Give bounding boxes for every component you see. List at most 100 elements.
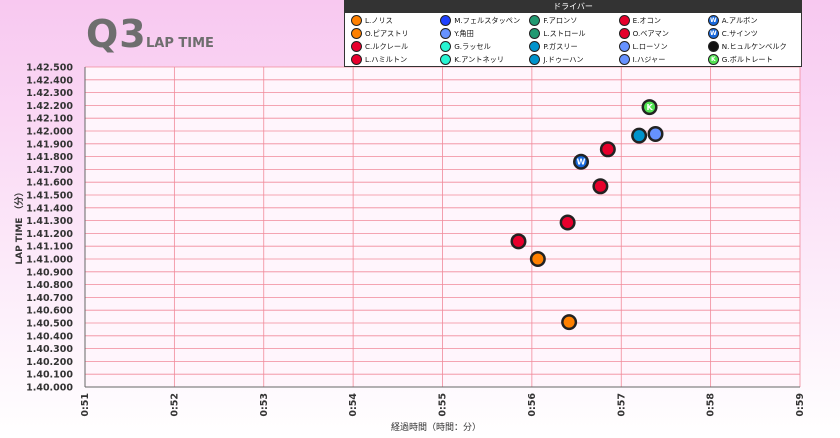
data-point-marker [594, 180, 606, 192]
legend-item: N.ヒュルケンベルク [707, 40, 797, 53]
data-point-marker [532, 253, 544, 265]
data-point: K [641, 99, 658, 116]
driver-badge-icon: K [707, 54, 719, 65]
y-tick-labels: 1.40.000 1.40.100 1.40.200 1.40.300 1.40.400… [26, 63, 73, 394]
legend-item: P.ガスリー [529, 40, 618, 53]
y-axis-label: LAP TIME （分） [13, 187, 25, 264]
data-point-marker [575, 156, 587, 168]
driver-badge-icon [618, 15, 630, 26]
data-point: W [573, 153, 590, 170]
legend-item: W C.サインツ [707, 27, 797, 40]
legend-item: E.オコン [618, 14, 708, 27]
driver-badge-icon [529, 54, 541, 65]
driver-badge-icon [351, 54, 362, 65]
x-tick-label: 0:53 [259, 393, 270, 417]
data-point [510, 233, 527, 250]
legend-item-label: K.アントネッリ [454, 54, 505, 64]
y-tick-label: 1.41.700 [26, 165, 73, 176]
driver-legend: ドライバー L.ノリス M.フェルスタッペン F.アロンソ E.オコン W A.アルボン O… [344, 0, 802, 67]
x-tick-label: 0:58 [706, 393, 717, 417]
legend-item: W A.アルボン [707, 14, 797, 27]
legend-item: L.ストロール [529, 27, 618, 40]
y-tick-label: 1.42.200 [26, 101, 73, 112]
legend-item: I.ハジャー [618, 53, 708, 66]
y-tick-label: 1.41.000 [26, 255, 73, 266]
data-point-marker [563, 316, 575, 328]
x-axis-label: 経過時間（時間：分） [391, 421, 481, 433]
legend-item: M.フェルスタッペン [440, 14, 529, 27]
legend-item-label: Y.角田 [454, 28, 474, 38]
x-tick-label: 0:54 [348, 393, 359, 417]
legend-item-label: A.アルボン [721, 15, 758, 25]
driver-badge-icon [440, 28, 452, 39]
legend-item-label: I.ハジャー [632, 54, 666, 64]
y-tick-label: 1.40.400 [26, 331, 73, 342]
data-point-marker [633, 130, 645, 142]
legend-item-label: L.ノリス [365, 15, 393, 25]
driver-badge-icon [529, 15, 541, 26]
y-tick-label: 1.41.800 [26, 152, 73, 163]
legend-title: ドライバー [345, 1, 801, 13]
driver-badge-icon [707, 41, 719, 52]
legend-item-label: F.アロンソ [543, 15, 578, 25]
legend-item-label: J.ドゥーハン [543, 54, 584, 64]
data-point-marker [512, 235, 524, 247]
y-tick-label: 1.42.000 [26, 127, 73, 138]
y-tick-label: 1.41.200 [26, 229, 73, 240]
x-tick-label: 0:52 [169, 393, 180, 417]
legend-item-label: E.オコン [632, 15, 661, 25]
y-tick-label: 1.40.600 [26, 306, 73, 317]
legend-item-label: O.ピアストリ [365, 28, 409, 38]
y-tick-label: 1.40.000 [26, 383, 73, 394]
y-tick-label: 1.40.300 [26, 344, 73, 355]
x-tick-labels: 0:51 0:52 0:53 0:54 0:55 0:56 0:57 0:58 0:59 [80, 393, 806, 417]
x-tick-label: 0:55 [438, 393, 449, 417]
data-point-marker [644, 101, 656, 113]
y-tick-label: 1.40.700 [26, 293, 73, 304]
data-point-marker [562, 217, 574, 229]
driver-badge-icon: W [707, 15, 719, 26]
legend-item-label: P.ガスリー [543, 41, 578, 51]
legend-item: C.ルクレール [351, 40, 440, 53]
driver-badge-icon [351, 28, 362, 39]
legend-item: Y.角田 [440, 27, 529, 40]
driver-badge-icon [351, 15, 362, 26]
legend-item-label: C.サインツ [721, 28, 758, 38]
legend-item-label: L.ハミルトン [365, 54, 408, 64]
legend-item-label: O.ベアマン [632, 28, 669, 38]
y-tick-label: 1.42.500 [26, 63, 73, 74]
legend-grid: L.ノリス M.フェルスタッペン F.アロンソ E.オコン W A.アルボン O.ピアストリ… [345, 13, 801, 66]
data-point [561, 314, 578, 331]
y-tick-label: 1.42.400 [26, 75, 73, 86]
driver-badge-icon [529, 28, 541, 39]
legend-item-label: G.ラッセル [454, 41, 491, 51]
x-tick-label: 0:51 [80, 393, 91, 417]
driver-badge-icon [351, 41, 362, 52]
data-point-marker [602, 143, 614, 155]
chart-title: Q3 [86, 12, 147, 56]
data-point [592, 178, 609, 195]
legend-item-label: L.ローソン [632, 41, 668, 51]
x-tick-label: 0:59 [795, 393, 806, 417]
legend-item: K G.ボルトレート [707, 53, 797, 66]
y-tick-label: 1.40.900 [26, 267, 73, 278]
driver-badge-icon [618, 28, 630, 39]
y-tick-label: 1.41.100 [26, 242, 73, 253]
legend-item: G.ラッセル [440, 40, 529, 53]
chart-subtitle: LAP TIME [146, 36, 214, 51]
x-tick-label: 0:56 [527, 393, 538, 417]
driver-badge-icon [440, 41, 452, 52]
y-tick-label: 1.42.300 [26, 88, 73, 99]
y-tick-label: 1.40.800 [26, 280, 73, 291]
y-tick-label: 1.40.200 [26, 357, 73, 368]
driver-badge-icon [618, 54, 630, 65]
legend-item-label: C.ルクレール [365, 41, 409, 51]
grid-lines [84, 66, 801, 388]
legend-item: F.アロンソ [529, 14, 618, 27]
legend-item: L.ノリス [351, 14, 440, 27]
data-point-marker [650, 128, 662, 140]
legend-item: J.ドゥーハン [529, 53, 618, 66]
data-points: WK [510, 99, 664, 331]
data-point [559, 214, 576, 231]
driver-badge-icon: W [707, 28, 719, 39]
